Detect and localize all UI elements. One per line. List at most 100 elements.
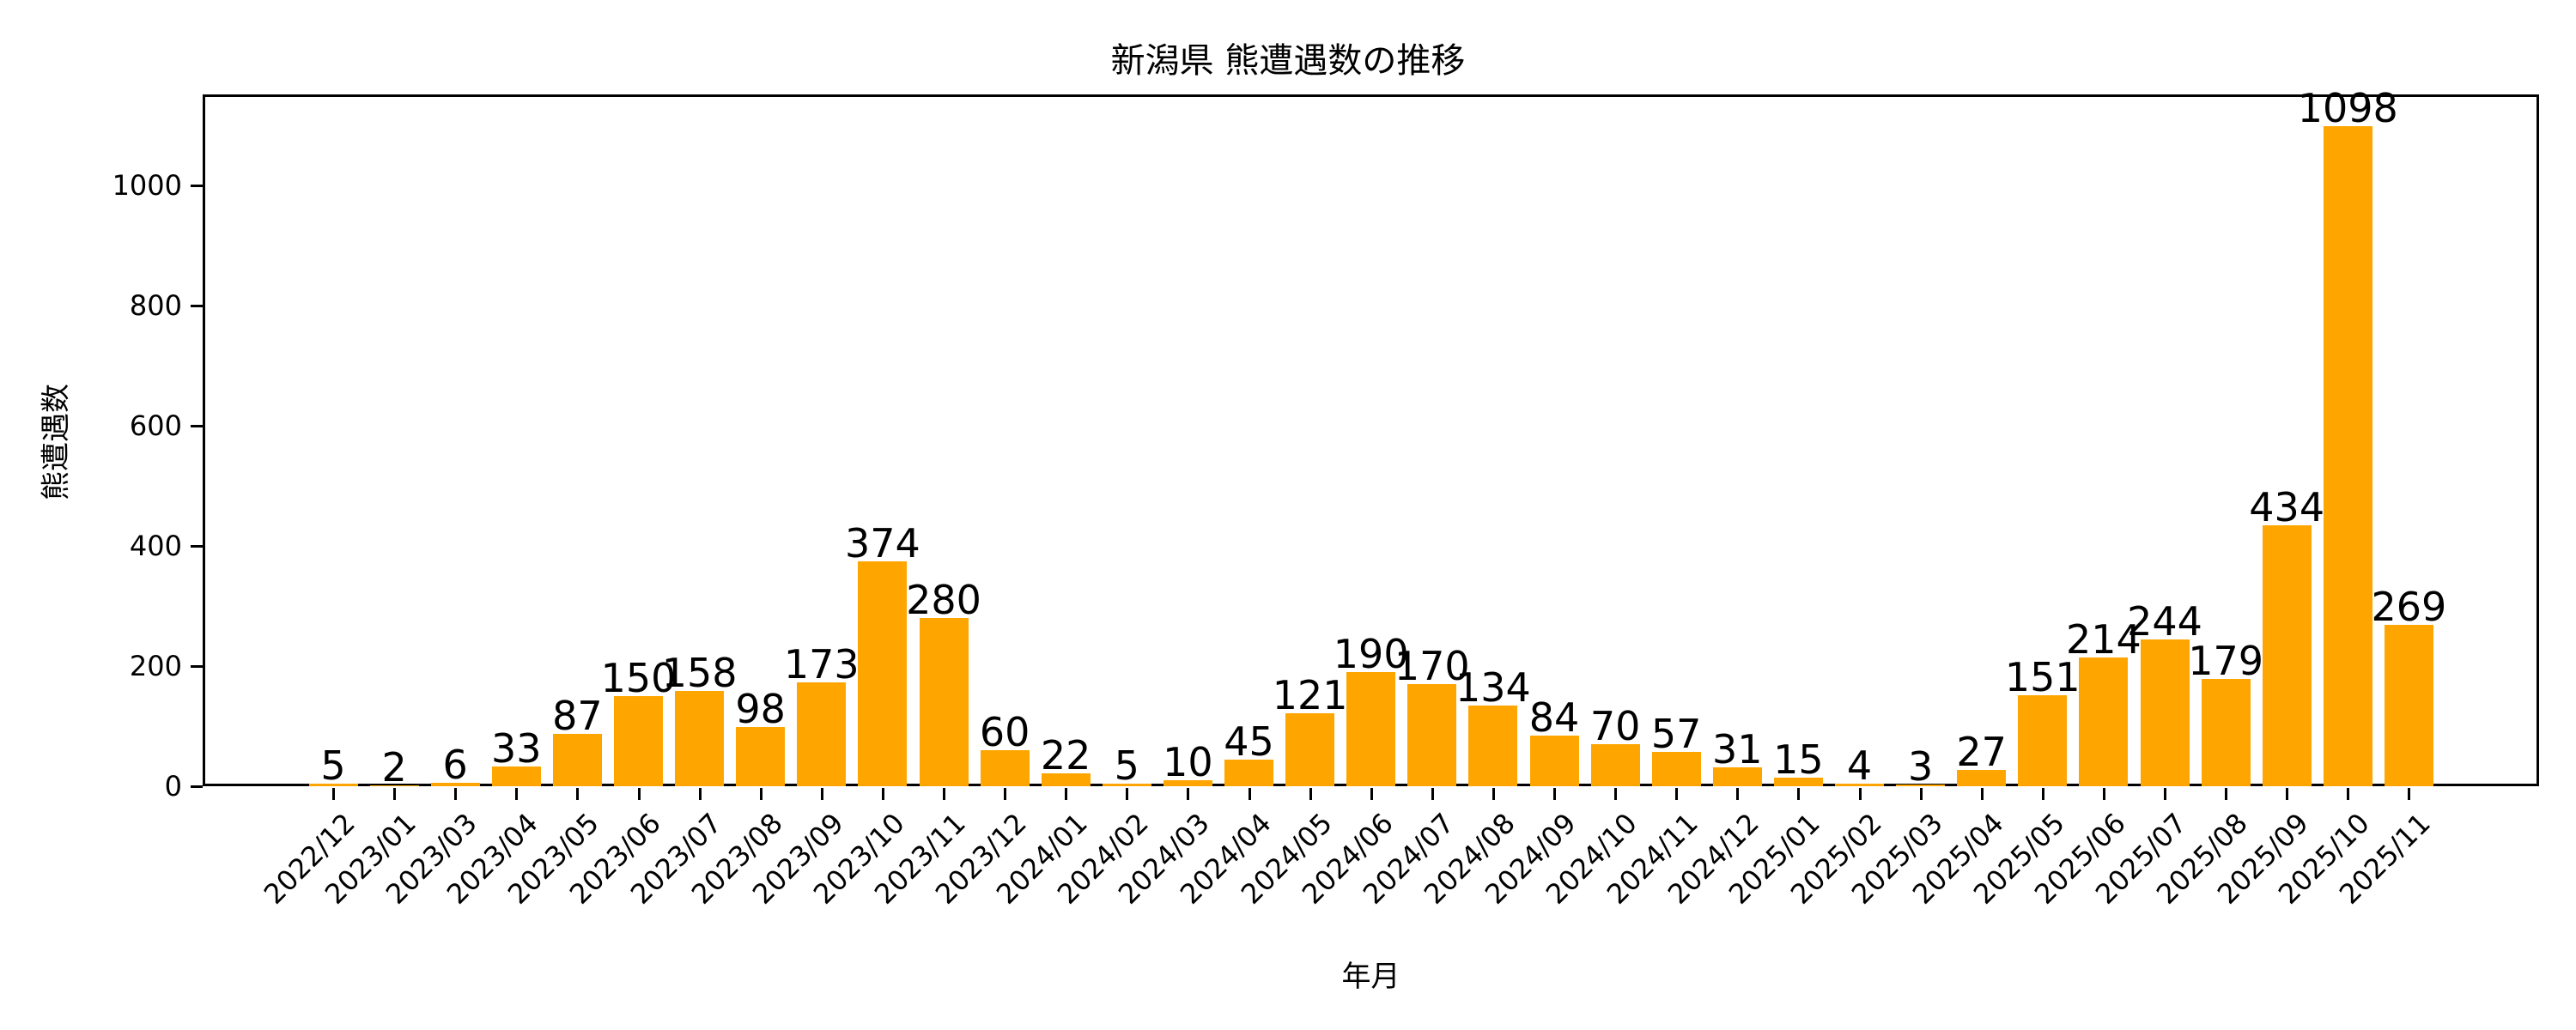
bar — [858, 561, 908, 786]
bar-value-label: 1098 — [2297, 85, 2398, 132]
y-tick-label: 400 — [129, 530, 182, 562]
x-tick — [1492, 788, 1495, 800]
y-axis-label: 熊遭遇数 — [39, 384, 74, 500]
y-tick — [191, 305, 203, 307]
x-tick — [1309, 788, 1312, 800]
y-tick-label: 1000 — [112, 169, 182, 202]
bar-value-label: 45 — [1224, 718, 1274, 765]
bar-value-label: 22 — [1040, 731, 1091, 779]
y-tick-label: 800 — [129, 289, 182, 322]
x-tick — [1126, 788, 1129, 800]
y-tick — [191, 785, 203, 788]
bar — [1896, 784, 1946, 786]
x-tick — [393, 788, 397, 800]
x-tick — [820, 788, 823, 800]
x-tick — [698, 788, 702, 800]
bar-value-label: 244 — [2127, 598, 2202, 645]
bar-value-label: 190 — [1333, 631, 1409, 677]
bar-value-label: 374 — [844, 520, 920, 567]
x-tick — [1553, 788, 1556, 800]
bar — [552, 734, 602, 786]
x-tick — [637, 788, 641, 800]
x-tick — [2041, 788, 2044, 800]
bar-value-label: 87 — [552, 693, 603, 740]
bar-value-label: 31 — [1712, 726, 1763, 773]
bar-value-label: 170 — [1394, 643, 1470, 689]
bar — [1041, 772, 1091, 786]
y-tick — [191, 425, 203, 427]
bar-value-label: 134 — [1455, 664, 1531, 712]
x-tick — [2164, 788, 2166, 800]
bar — [1773, 777, 1823, 786]
x-axis-label: 年月 — [1341, 960, 1400, 994]
bar-value-label: 2 — [381, 743, 407, 791]
bar-value-label: 15 — [1773, 736, 1824, 783]
bar — [2079, 657, 2129, 786]
x-tick — [2347, 788, 2350, 800]
bar — [2201, 678, 2251, 786]
x-tick — [881, 788, 884, 800]
bar — [1590, 744, 1640, 786]
x-tick — [1065, 788, 1068, 800]
bar-value-label: 10 — [1163, 739, 1213, 785]
bar-value-label: 150 — [600, 655, 677, 701]
bar — [308, 783, 358, 786]
bar — [1346, 672, 1396, 786]
x-tick — [2102, 788, 2105, 800]
bar-value-label: 269 — [2371, 583, 2447, 630]
bar — [369, 785, 419, 786]
x-tick — [576, 788, 580, 800]
bar — [980, 750, 1030, 786]
x-tick — [1614, 788, 1618, 800]
x-tick — [1858, 788, 1862, 800]
bar — [1407, 684, 1457, 786]
x-tick — [1675, 788, 1679, 800]
bar-value-label: 3 — [1907, 742, 1934, 790]
bar — [2323, 126, 2372, 786]
bar — [1651, 752, 1701, 786]
y-tick — [191, 185, 203, 187]
chart-title: 新潟県 熊遭遇数の推移 — [1110, 41, 1466, 81]
bar-value-label: 84 — [1528, 694, 1580, 742]
bar — [919, 618, 969, 786]
bar-value-label: 280 — [906, 577, 981, 623]
bar — [1468, 706, 1518, 786]
bar — [1957, 770, 2007, 786]
x-tick — [332, 788, 335, 800]
bar-value-label: 214 — [2065, 616, 2142, 663]
y-tick — [191, 545, 203, 548]
bar — [1529, 736, 1579, 786]
x-tick — [1370, 788, 1373, 800]
bar — [1102, 783, 1151, 786]
bar — [2140, 639, 2190, 786]
x-tick — [1248, 788, 1251, 800]
bar-value-label: 173 — [783, 640, 860, 688]
x-tick — [759, 788, 762, 800]
y-tick-label: 0 — [164, 770, 182, 803]
bar — [1224, 759, 1273, 786]
bar — [1163, 780, 1212, 786]
bar-value-label: 70 — [1589, 703, 1641, 749]
bar-value-label: 151 — [2004, 654, 2081, 701]
y-tick — [191, 665, 203, 668]
y-tick-label: 200 — [129, 650, 182, 682]
bar-value-label: 434 — [2249, 484, 2325, 531]
bar-value-label: 60 — [979, 709, 1030, 755]
bar-value-label: 6 — [442, 741, 468, 788]
bar-value-label: 57 — [1650, 711, 1702, 758]
bar — [797, 682, 847, 786]
x-tick — [1919, 788, 1923, 800]
bar-value-label: 5 — [320, 742, 346, 789]
bar-value-label: 121 — [1272, 672, 1348, 719]
x-tick — [1004, 788, 1007, 800]
bar — [675, 691, 725, 786]
bar — [1835, 784, 1884, 786]
x-tick — [943, 788, 945, 800]
bar — [614, 696, 663, 786]
x-tick — [2408, 788, 2411, 800]
x-tick — [2286, 788, 2289, 800]
x-tick — [1187, 788, 1190, 800]
bar-value-label: 5 — [1114, 742, 1139, 789]
x-tick — [515, 788, 519, 800]
